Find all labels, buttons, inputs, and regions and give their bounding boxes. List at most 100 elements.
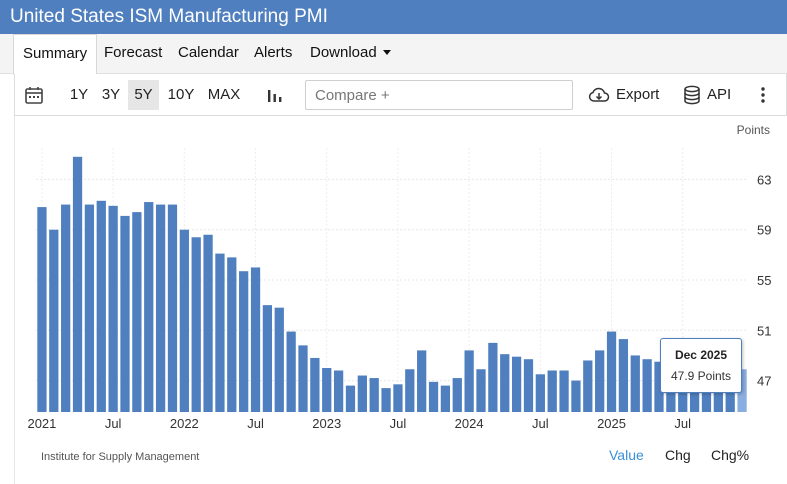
tab-calendar[interactable]: Calendar (178, 44, 239, 61)
caret-down-icon (382, 49, 391, 55)
bar[interactable] (274, 307, 284, 412)
export-button[interactable]: Export (588, 80, 668, 110)
tab-download[interactable]: Download (310, 34, 391, 74)
bar[interactable] (464, 350, 474, 412)
bar[interactable] (595, 350, 605, 412)
x-tick-label: Jul (390, 416, 407, 431)
bar[interactable] (286, 331, 296, 412)
tab-forecast[interactable]: Forecast (104, 44, 163, 61)
bar[interactable] (155, 204, 166, 412)
bar[interactable] (96, 200, 106, 412)
bar[interactable] (322, 368, 332, 412)
bar[interactable] (630, 355, 640, 412)
view-chg-percent-button[interactable]: Chg% (711, 447, 750, 463)
bar[interactable] (250, 267, 261, 412)
bar[interactable] (488, 342, 498, 412)
bar[interactable] (393, 384, 403, 412)
more-options-icon[interactable] (755, 80, 771, 110)
bar[interactable] (535, 374, 545, 412)
bar[interactable] (405, 369, 415, 412)
tab-alerts[interactable]: Alerts (254, 44, 293, 61)
y-tick-label: 51 (757, 323, 771, 338)
bar[interactable] (606, 331, 617, 412)
cloud-download-icon (588, 87, 610, 102)
bar[interactable] (262, 305, 273, 412)
source-label: Institute for Supply Management (41, 451, 200, 463)
bar[interactable] (500, 354, 510, 412)
bar[interactable] (642, 359, 652, 412)
y-axis-label: Points (737, 123, 770, 137)
range-5y-button[interactable]: 5Y (128, 80, 159, 110)
compare-input[interactable] (305, 80, 573, 110)
bar[interactable] (571, 380, 581, 412)
bar[interactable] (310, 357, 320, 412)
bar[interactable] (179, 229, 189, 412)
database-icon (684, 85, 700, 105)
export-label: Export (616, 86, 660, 103)
api-button[interactable]: API (683, 80, 739, 110)
bar[interactable] (203, 234, 213, 412)
bar[interactable] (737, 369, 747, 412)
bar[interactable] (345, 385, 356, 412)
tab-summary[interactable]: Summary (13, 34, 98, 75)
bar[interactable] (167, 204, 178, 412)
bar[interactable] (108, 205, 118, 412)
bar[interactable] (144, 202, 154, 412)
bar[interactable] (440, 385, 451, 412)
calendar-icon[interactable] (21, 80, 47, 110)
x-tick-label: 2024 (455, 416, 484, 431)
view-value-button[interactable]: Value (609, 447, 644, 463)
bar[interactable] (239, 271, 249, 412)
bar[interactable] (49, 229, 59, 412)
y-tick-label: 63 (757, 172, 771, 187)
bar[interactable] (72, 156, 83, 412)
chart-type-icon[interactable] (264, 80, 286, 110)
bar[interactable] (298, 345, 308, 412)
bar[interactable] (333, 370, 344, 412)
bar[interactable] (37, 207, 47, 412)
bar[interactable] (84, 204, 95, 412)
y-tick-label: 47 (757, 374, 771, 389)
bar[interactable] (428, 381, 439, 412)
y-tick-label: 55 (757, 273, 771, 288)
range-3y-button[interactable]: 3Y (101, 86, 121, 103)
api-label: API (707, 86, 732, 103)
tooltip-value: 47.9 Points (670, 369, 732, 383)
bar[interactable] (559, 370, 569, 412)
y-tick-label: 59 (757, 223, 771, 238)
bar[interactable] (357, 375, 367, 412)
bar[interactable] (476, 369, 486, 412)
bar[interactable] (547, 370, 557, 412)
x-tick-label: 2022 (170, 416, 199, 431)
bar[interactable] (191, 237, 201, 412)
tab-download-label: Download (310, 44, 377, 61)
bar[interactable] (583, 360, 593, 412)
value-tooltip: Dec 2025 47.9 Points (660, 338, 742, 393)
bar[interactable] (120, 215, 130, 412)
bar[interactable] (654, 361, 664, 412)
bar[interactable] (227, 257, 237, 412)
bar[interactable] (618, 339, 629, 412)
bar[interactable] (61, 204, 71, 412)
x-tick-label: 2023 (312, 416, 341, 431)
range-1y-button[interactable]: 1Y (69, 86, 89, 103)
bar[interactable] (215, 253, 225, 412)
x-tick-label: Jul (247, 416, 264, 431)
bar[interactable] (452, 378, 462, 412)
range-max-button[interactable]: MAX (207, 86, 241, 103)
x-tick-label: Jul (105, 416, 122, 431)
bar[interactable] (381, 388, 391, 412)
x-tick-label: 2025 (597, 416, 626, 431)
bar[interactable] (132, 212, 142, 412)
tooltip-date: Dec 2025 (674, 348, 728, 362)
bar[interactable] (417, 350, 427, 412)
bar[interactable] (369, 378, 379, 412)
bar[interactable] (511, 356, 522, 412)
bar[interactable] (523, 359, 534, 412)
x-tick-label: 2021 (27, 416, 56, 431)
nav-bar: Summary Forecast Calendar Alerts Downloa… (0, 34, 787, 75)
chart-toolbar: 1Y 3Y 5Y 10Y MAX Export API (14, 74, 787, 116)
range-10y-button[interactable]: 10Y (167, 86, 195, 103)
view-chg-button[interactable]: Chg (665, 447, 691, 463)
